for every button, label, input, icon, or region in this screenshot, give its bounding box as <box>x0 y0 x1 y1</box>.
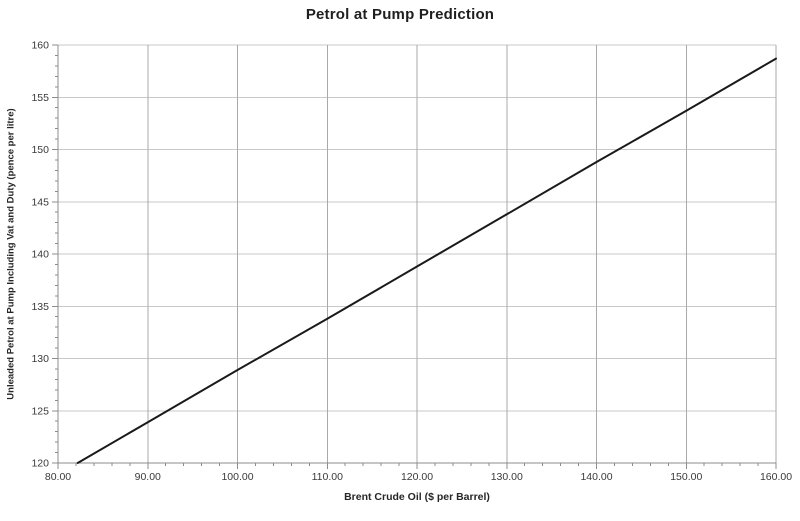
x-tick-label: 80.00 <box>45 471 71 483</box>
x-tick-label: 140.00 <box>580 471 612 483</box>
y-tick-label: 145 <box>31 196 49 208</box>
x-axis-title: Brent Crude Oil ($ per Barrel) <box>344 491 490 503</box>
y-tick-label: 140 <box>31 249 49 261</box>
y-tick-label: 125 <box>31 405 49 417</box>
x-tick-label: 120.00 <box>401 471 433 483</box>
y-tick-label: 160 <box>31 40 49 52</box>
y-tick-label: 120 <box>31 458 49 470</box>
x-tick-label: 110.00 <box>312 471 343 483</box>
y-tick-label: 150 <box>31 144 49 156</box>
y-axis-title: Unleaded Petrol at Pump Including Vat an… <box>5 108 17 400</box>
y-tick-label: 130 <box>31 353 49 365</box>
x-tick-label: 130.00 <box>491 471 523 483</box>
x-tick-label: 150.00 <box>670 471 702 483</box>
x-tick-label: 90.00 <box>135 471 161 483</box>
y-tick-label: 135 <box>31 301 49 313</box>
y-tick-label: 155 <box>31 92 49 104</box>
chart-title: Petrol at Pump Prediction <box>305 6 495 23</box>
series-line <box>76 57 777 464</box>
x-tick-label: 160.00 <box>760 471 792 483</box>
x-tick-label: 100.00 <box>221 471 253 483</box>
